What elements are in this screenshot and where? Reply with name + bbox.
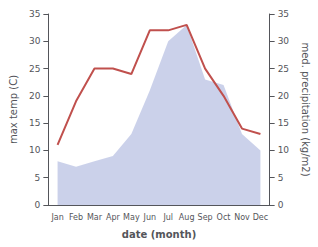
svg-text:med. precipitation (kg/m2): med. precipitation (kg/m2) [300,42,311,176]
svg-text:Jan: Jan [50,213,63,222]
svg-text:Sep: Sep [198,213,213,222]
svg-text:date (month): date (month) [122,229,196,240]
svg-text:25: 25 [278,64,289,74]
svg-text:20: 20 [29,91,41,101]
svg-text:10: 10 [278,145,290,155]
svg-text:max temp (C): max temp (C) [8,75,19,144]
svg-text:10: 10 [29,145,41,155]
svg-text:30: 30 [29,36,41,46]
svg-text:Feb: Feb [69,213,83,222]
svg-text:Jul: Jul [162,213,173,222]
svg-text:15: 15 [278,118,289,128]
svg-text:Mar: Mar [87,213,103,222]
svg-text:Jun: Jun [143,213,157,222]
svg-text:0: 0 [35,200,41,210]
svg-text:5: 5 [278,173,284,183]
svg-text:Aug: Aug [179,213,195,222]
svg-text:20: 20 [278,91,290,101]
svg-text:15: 15 [29,118,40,128]
svg-text:25: 25 [29,64,40,74]
svg-text:30: 30 [278,36,290,46]
svg-text:Nov: Nov [234,213,250,222]
svg-text:0: 0 [278,200,284,210]
svg-text:Oct: Oct [217,213,231,222]
svg-text:35: 35 [278,9,289,19]
svg-text:Dec: Dec [253,213,268,222]
svg-text:35: 35 [29,9,40,19]
svg-text:Apr: Apr [106,213,121,222]
svg-text:May: May [123,213,140,222]
svg-text:5: 5 [35,173,41,183]
